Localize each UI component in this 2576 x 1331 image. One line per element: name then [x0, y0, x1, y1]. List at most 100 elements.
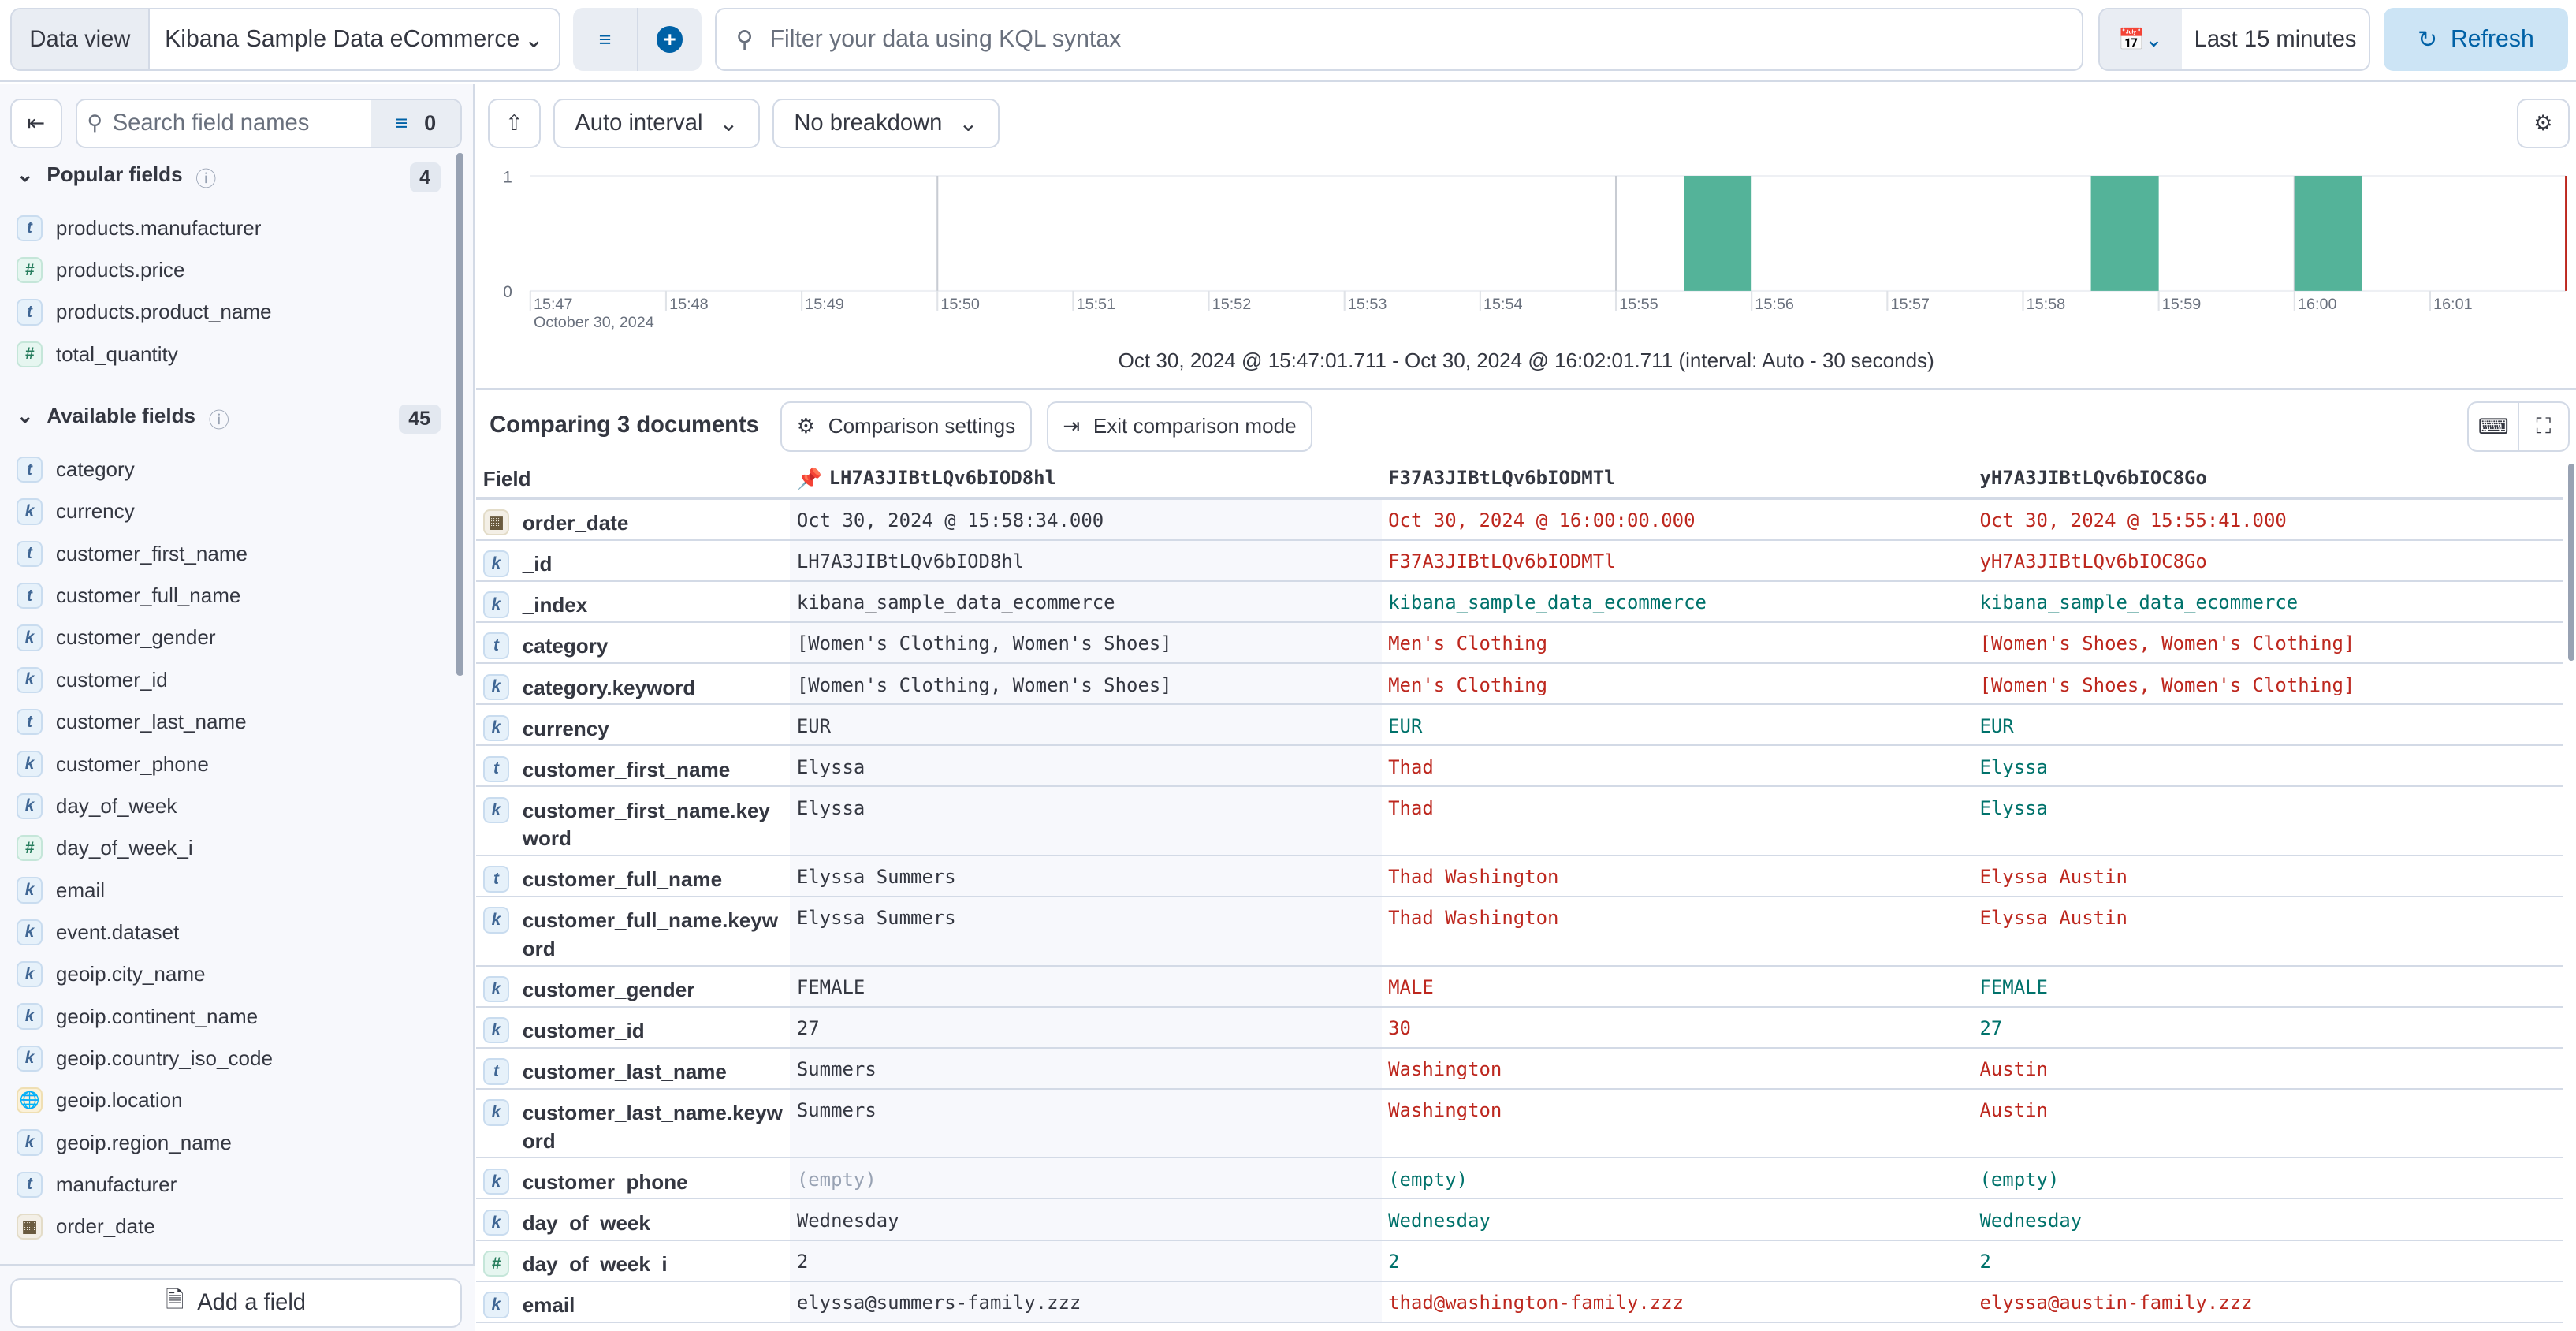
field-list-item[interactable]: t manufacturer — [16, 1164, 441, 1206]
column-header[interactable]: F37A3JIBtLQv6bIODMTl — [1382, 458, 1973, 496]
time-range[interactable]: Last 15 minutes — [2194, 26, 2357, 52]
value-cell[interactable]: Men's Clothing — [1388, 673, 1548, 696]
field-list-item[interactable]: t customer_full_name — [16, 575, 441, 617]
value-cell[interactable]: kibana_sample_data_ecommerce — [790, 581, 1382, 621]
value-cell[interactable]: LH7A3JIBtLQv6bIOD8hl — [790, 540, 1382, 580]
value-cell[interactable]: Elyssa — [790, 787, 1382, 855]
field-list-item[interactable]: 🌐 geoip.location — [16, 1079, 441, 1121]
value-cell[interactable]: 2 — [1388, 1251, 1400, 1273]
collapse-sidebar-button[interactable]: ⇤ — [9, 99, 63, 148]
value-cell[interactable]: elyssa@austin-family.zzz — [1979, 1292, 2253, 1314]
value-cell[interactable]: elyssa@summers-family.zzz — [790, 1281, 1382, 1322]
value-cell[interactable]: Men's Clothing — [1388, 632, 1548, 655]
field-list-item[interactable]: t products.product_name — [16, 291, 441, 333]
field-list-item[interactable]: # products.price — [16, 249, 441, 291]
value-cell[interactable]: EUR — [1979, 714, 2014, 737]
comparison-settings-button[interactable]: ⚙ Comparison settings — [780, 401, 1032, 453]
field-list-item[interactable]: k event.dataset — [16, 912, 441, 953]
sidebar-scrollbar[interactable] — [456, 152, 463, 676]
field-list-item[interactable]: k customer_phone — [16, 743, 441, 785]
column-header[interactable]: 📌 LH7A3JIBtLQv6bIOD8hl — [790, 458, 1381, 496]
chart-options-button[interactable]: ⚙ — [2516, 99, 2570, 148]
field-list-item[interactable]: t category — [16, 449, 441, 490]
value-cell[interactable]: Thad — [1388, 796, 1434, 819]
calendar-icon[interactable]: 📅⌄ — [2099, 9, 2182, 69]
value-cell[interactable]: Elyssa Summers — [790, 856, 1382, 896]
field-list-item[interactable]: k geoip.city_name — [16, 953, 441, 995]
exit-comparison-button[interactable]: ⇥ Exit comparison mode — [1046, 401, 1313, 453]
value-cell[interactable]: kibana_sample_data_ecommerce — [1388, 591, 1707, 614]
value-cell[interactable]: [Women's Shoes, Women's Clothing] — [1979, 673, 2355, 696]
value-cell[interactable]: 2 — [790, 1240, 1382, 1281]
field-list-item[interactable]: k customer_gender — [16, 617, 441, 658]
value-cell[interactable]: Wednesday — [1979, 1209, 2083, 1232]
column-header[interactable]: yH7A3JIBtLQv6bIOC8Go — [1973, 458, 2563, 496]
value-cell[interactable]: Summers — [790, 1048, 1382, 1088]
table-scrollbar[interactable] — [2567, 463, 2574, 661]
value-cell[interactable]: Oct 30, 2024 @ 15:55:41.000 — [1979, 509, 2287, 532]
field-list-item[interactable]: k geoip.region_name — [16, 1121, 441, 1163]
field-list-item[interactable]: t customer_first_name — [16, 533, 441, 575]
value-cell[interactable]: FEMALE — [1979, 976, 2048, 998]
kql-search-input[interactable]: ⚲ Filter your data using KQL syntax — [714, 8, 2083, 71]
value-cell[interactable]: yH7A3JIBtLQv6bIOC8Go — [1979, 550, 2207, 573]
value-cell[interactable]: 30 — [1388, 1017, 1411, 1040]
field-list-item[interactable]: k email — [16, 869, 441, 911]
keyboard-shortcuts-button[interactable]: ⌨ — [2469, 402, 2520, 451]
value-cell[interactable]: FEMALE — [790, 966, 1382, 1006]
value-cell[interactable]: Wednesday — [1388, 1209, 1491, 1232]
value-cell[interactable]: kibana_sample_data_ecommerce — [1979, 591, 2299, 614]
field-list-item[interactable]: k geoip.country_iso_code — [16, 1038, 441, 1079]
value-cell[interactable]: Oct 30, 2024 @ 15:58:34.000 — [790, 499, 1382, 539]
histogram-chart[interactable]: 0 1 15:47 15:48 15:49 15:50 15:51 15:52 15:53 15:… — [476, 156, 2576, 337]
field-filter-button[interactable]: ≡ 0 — [371, 100, 460, 147]
value-cell[interactable]: 27 — [790, 1007, 1382, 1047]
value-cell[interactable]: Wednesday — [790, 1199, 1382, 1240]
add-filter-button[interactable]: + — [638, 8, 702, 70]
filter-menu-button[interactable]: ≡ — [573, 8, 638, 71]
value-cell[interactable]: Thad Washington — [1388, 866, 1559, 889]
value-cell[interactable]: Summers — [790, 1089, 1382, 1158]
value-cell[interactable]: Elyssa Austin — [1979, 866, 2127, 889]
value-cell[interactable]: Thad — [1388, 755, 1434, 778]
value-cell[interactable]: (empty) — [1979, 1168, 2060, 1191]
column-header[interactable]: Field — [476, 458, 790, 496]
value-cell[interactable]: Elyssa — [1979, 755, 2048, 778]
value-cell[interactable]: [Women's Shoes, Women's Clothing] — [1979, 632, 2355, 655]
field-list-item[interactable]: t products.manufacturer — [16, 207, 441, 249]
toggle-chart-button[interactable]: ⇧ — [488, 99, 541, 148]
breakdown-select[interactable]: No breakdown ⌄ — [772, 99, 1000, 148]
value-cell[interactable]: Washington — [1388, 1099, 1502, 1122]
field-list-item[interactable]: t customer_last_name — [16, 701, 441, 743]
value-cell[interactable]: Washington — [1388, 1058, 1502, 1081]
value-cell[interactable]: F37A3JIBtLQv6bIODMTl — [1388, 550, 1616, 573]
value-cell[interactable]: Elyssa — [1979, 796, 2048, 819]
field-search-input[interactable]: ⚲ Search field names ≡ 0 — [75, 99, 462, 148]
add-field-button[interactable]: 🗎 Add a field — [9, 1278, 462, 1328]
value-cell[interactable]: Elyssa — [790, 746, 1382, 786]
value-cell[interactable]: 27 — [1979, 1017, 2003, 1040]
date-picker[interactable]: 📅⌄ Last 15 minutes — [2098, 8, 2371, 71]
value-cell[interactable]: Elyssa Summers — [790, 897, 1382, 965]
value-cell[interactable]: EUR — [790, 705, 1382, 745]
refresh-button[interactable]: ↻ Refresh — [2384, 8, 2568, 71]
value-cell[interactable]: (empty) — [1388, 1168, 1469, 1191]
value-cell[interactable]: Elyssa Austin — [1979, 907, 2127, 930]
field-list-item[interactable]: ▦ order_date — [16, 1206, 441, 1247]
interval-select[interactable]: Auto interval ⌄ — [553, 99, 760, 148]
value-cell[interactable]: EUR — [1388, 714, 1423, 737]
field-list-item[interactable]: k geoip.continent_name — [16, 995, 441, 1037]
value-cell[interactable]: Thad Washington — [1388, 907, 1559, 930]
data-view-picker[interactable]: Data view Kibana Sample Data eCommerce ⌄ — [9, 8, 560, 71]
field-list-item[interactable]: # day_of_week_i — [16, 827, 441, 869]
value-cell[interactable]: 2 — [1979, 1251, 1991, 1273]
fullscreen-button[interactable]: ⛶ — [2519, 403, 2568, 451]
field-list-item[interactable]: # total_quantity — [16, 334, 441, 375]
popular-fields-header[interactable]: ⌄ Popular fields ⓘ 4 — [17, 162, 441, 192]
value-cell[interactable]: Austin — [1979, 1058, 2048, 1081]
field-list-item[interactable]: k currency — [16, 490, 441, 532]
field-list-item[interactable]: k customer_id — [16, 659, 441, 701]
value-cell[interactable]: [Women's Clothing, Women's Shoes] — [790, 622, 1382, 662]
value-cell[interactable]: [Women's Clothing, Women's Shoes] — [790, 664, 1382, 704]
value-cell[interactable]: thad@washington-family.zzz — [1388, 1292, 1684, 1314]
